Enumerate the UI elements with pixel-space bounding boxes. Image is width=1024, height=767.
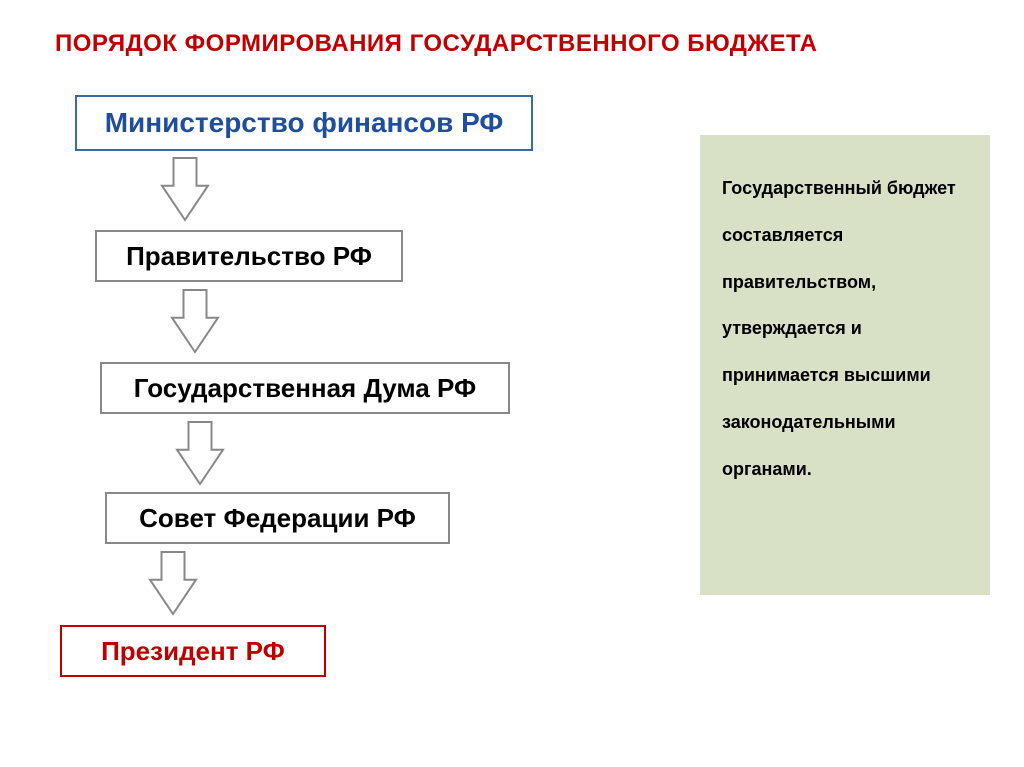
flow-arrow-1: [170, 288, 220, 354]
flow-box-2: Государственная Дума РФ: [100, 362, 510, 414]
flow-box-1: Правительство РФ: [95, 230, 403, 282]
flow-arrow-3: [148, 550, 198, 616]
flow-arrow-2: [175, 420, 225, 486]
flow-arrow-0: [160, 156, 210, 222]
flow-box-0: Министерство финансов РФ: [75, 95, 533, 151]
description-panel: Государственный бюджет составляется прав…: [700, 135, 990, 595]
flow-box-3: Совет Федерации РФ: [105, 492, 450, 544]
flow-box-4: Президент РФ: [60, 625, 326, 677]
slide-title: ПОРЯДОК ФОРМИРОВАНИЯ ГОСУДАРСТВЕННОГО БЮ…: [55, 30, 817, 58]
